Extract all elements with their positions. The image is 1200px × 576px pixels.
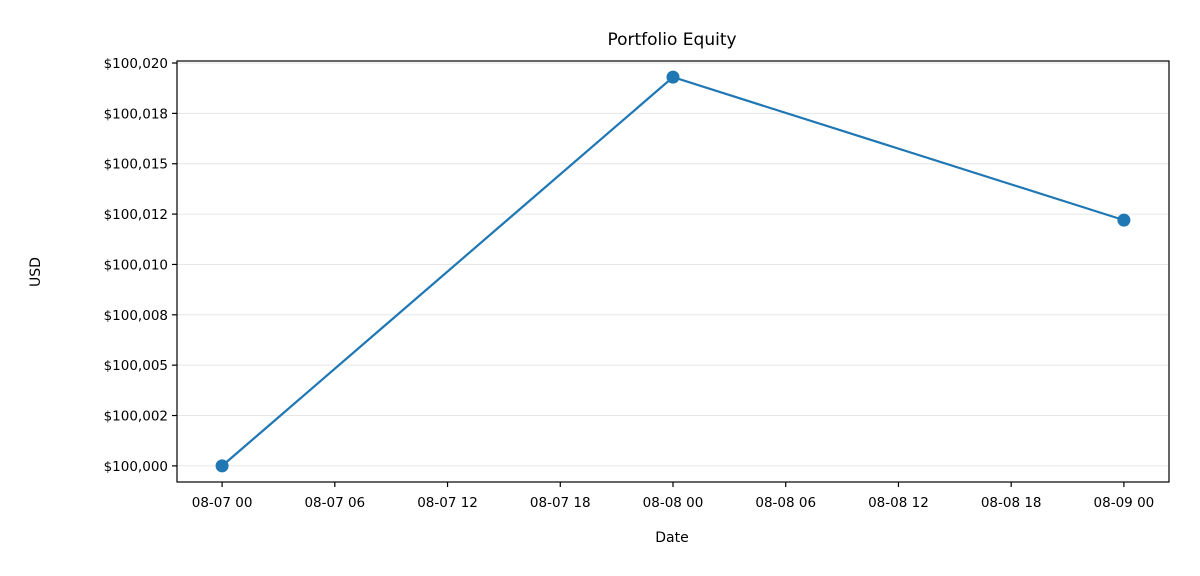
x-tick-label: 08-08 06 <box>755 495 816 511</box>
series-layer <box>215 70 1131 473</box>
x-tick-label: 08-07 06 <box>304 495 365 511</box>
x-tick-label: 08-07 00 <box>192 495 253 511</box>
data-point <box>1117 213 1131 227</box>
y-tick-label: $100,008 <box>104 308 168 324</box>
x-axis-ticks: 08-07 00 08-07 06 08-07 12 08-07 18 08-08 00… <box>192 482 1155 511</box>
y-axis-label: USD <box>28 257 44 287</box>
x-tick-label: 08-08 00 <box>643 495 704 511</box>
x-tick-label: 08-07 18 <box>530 495 591 511</box>
data-point <box>666 70 680 84</box>
y-tick-label: $100,015 <box>104 157 168 173</box>
y-tick-label: $100,000 <box>104 459 168 475</box>
chart-title: Portfolio Equity <box>607 30 736 50</box>
x-axis-label: Date <box>655 530 688 546</box>
y-tick-label: $100,010 <box>104 257 168 273</box>
grid-lines <box>177 62 1169 467</box>
x-tick-label: 08-07 12 <box>417 495 478 511</box>
y-tick-label: $100,012 <box>104 207 168 223</box>
y-axis-ticks: $100,000 $100,002 $100,005 $100,008 $100,010… <box>104 56 177 475</box>
y-tick-label: $100,005 <box>104 358 168 374</box>
data-point <box>215 459 229 473</box>
x-tick-label: 08-08 18 <box>981 495 1042 511</box>
y-tick-label: $100,020 <box>104 56 168 72</box>
y-tick-label: $100,002 <box>104 409 168 425</box>
x-tick-label: 08-09 00 <box>1094 495 1155 511</box>
y-tick-label: $100,018 <box>104 106 168 122</box>
series-line <box>221 75 1125 467</box>
plot-frame <box>176 60 1170 483</box>
x-tick-label: 08-08 12 <box>868 495 929 511</box>
